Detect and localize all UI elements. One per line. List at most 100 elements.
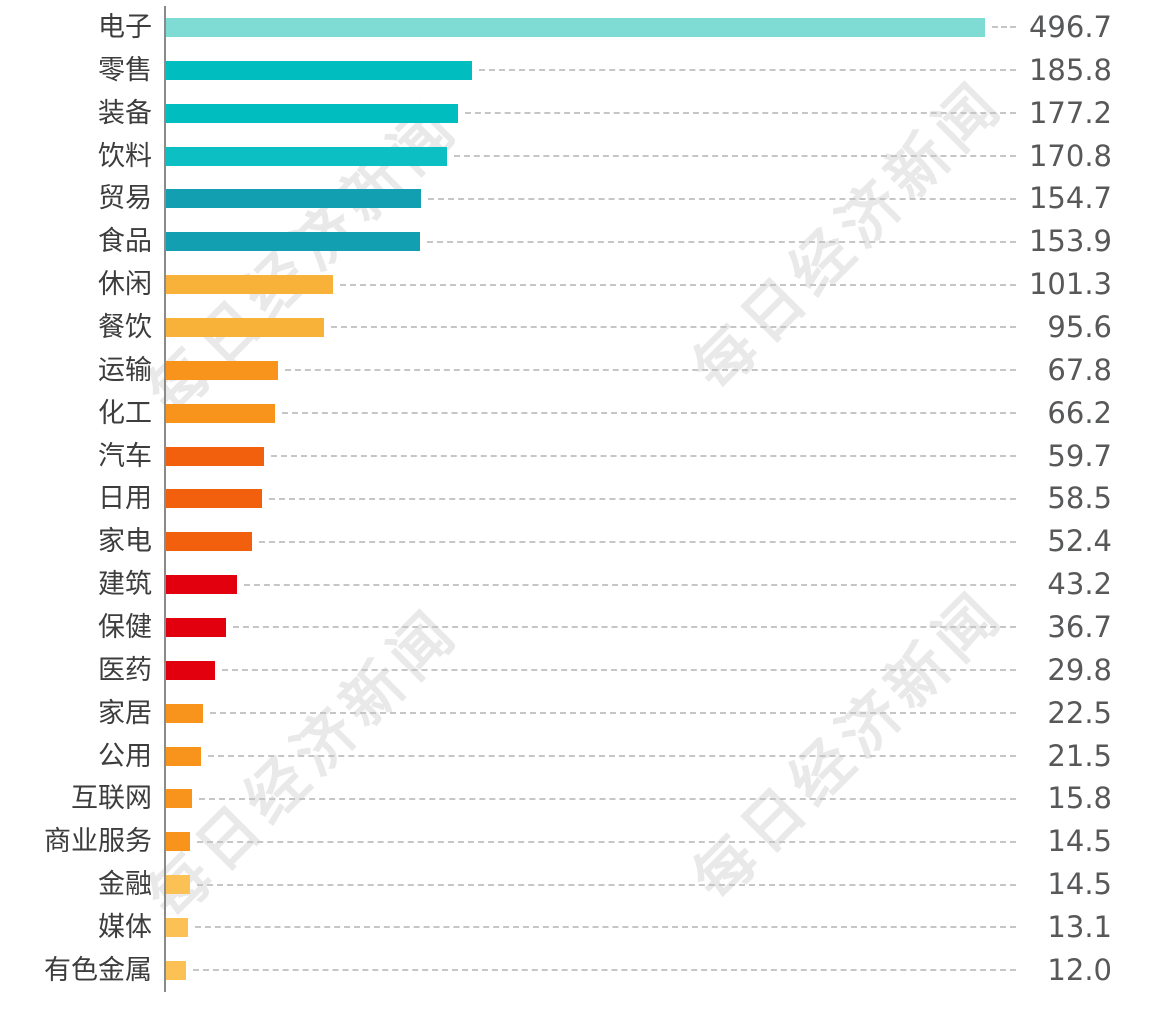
leader-line	[284, 369, 1016, 372]
chart-row: 家居 22.5	[0, 691, 1166, 735]
value-label: 185.8	[1028, 52, 1112, 87]
leader-line	[269, 497, 1016, 500]
leader-line	[991, 26, 1016, 29]
chart-row: 装备 177.2	[0, 91, 1166, 135]
category-label: 贸易	[98, 183, 152, 215]
leader-line	[222, 669, 1016, 672]
value-label: 170.8	[1028, 138, 1112, 173]
leader-line	[465, 112, 1016, 115]
bar	[166, 232, 420, 252]
leader-line	[271, 455, 1016, 458]
bar-track	[164, 306, 1016, 349]
bar-track	[164, 948, 1016, 992]
bar-track	[164, 177, 1016, 221]
bar-track	[164, 391, 1016, 435]
bar-track	[164, 906, 1016, 949]
chart-row: 媒体 13.1	[0, 906, 1166, 949]
leader-line	[427, 197, 1016, 200]
chart-row: 家电 52.4	[0, 520, 1166, 564]
value-label: 43.2	[1047, 567, 1112, 602]
chart-row: 商业服务 14.5	[0, 820, 1166, 864]
leader-line	[330, 326, 1016, 329]
value-label: 59.7	[1047, 438, 1112, 473]
chart-row: 医药 29.8	[0, 648, 1166, 692]
leader-line	[282, 412, 1016, 415]
bar	[166, 617, 227, 637]
leader-line	[454, 155, 1016, 157]
bar	[166, 746, 202, 766]
leader-line	[196, 840, 1016, 843]
value-label: 154.7	[1028, 181, 1112, 216]
chart-row: 贸易 154.7	[0, 177, 1166, 221]
chart-row: 休闲 101.3	[0, 263, 1166, 307]
value-label: 21.5	[1047, 738, 1112, 773]
bar	[166, 275, 333, 295]
bar	[166, 403, 276, 423]
bar	[166, 960, 186, 980]
chart-row: 零售 185.8	[0, 48, 1166, 92]
bar	[166, 703, 204, 723]
bar-track	[164, 91, 1016, 135]
bar-track	[164, 520, 1016, 564]
value-label: 67.8	[1047, 352, 1112, 387]
category-label: 饮料	[98, 140, 152, 172]
chart-row: 公用 21.5	[0, 734, 1166, 778]
value-label: 36.7	[1047, 609, 1112, 644]
bar-track	[164, 434, 1016, 478]
leader-line	[210, 712, 1016, 715]
value-label: 52.4	[1047, 524, 1112, 559]
value-label: 22.5	[1047, 695, 1112, 730]
chart-row: 电子 496.7	[0, 6, 1166, 49]
category-label: 日用	[98, 483, 152, 515]
category-label: 零售	[98, 54, 152, 86]
category-label: 公用	[98, 740, 152, 772]
bar	[166, 489, 263, 509]
bar-track	[164, 648, 1016, 692]
bar-track	[164, 734, 1016, 778]
category-label: 商业服务	[44, 826, 152, 858]
leader-line	[479, 69, 1016, 72]
bar	[166, 317, 324, 337]
bar	[166, 446, 265, 466]
category-label: 化工	[98, 397, 152, 429]
leader-line	[233, 626, 1016, 629]
category-label: 金融	[98, 869, 152, 901]
chart-row: 互联网 15.8	[0, 777, 1166, 821]
category-label: 有色金属	[44, 954, 152, 986]
bar	[166, 189, 421, 209]
value-label: 14.5	[1047, 824, 1112, 859]
bar-track	[164, 263, 1016, 307]
bar-track	[164, 6, 1016, 49]
value-label: 496.7	[1028, 9, 1112, 44]
bar-track	[164, 820, 1016, 864]
leader-line	[339, 283, 1016, 286]
chart-row: 汽车 59.7	[0, 434, 1166, 478]
bar-track	[164, 348, 1016, 392]
bar	[166, 575, 238, 595]
category-label: 媒体	[98, 911, 152, 943]
chart-row: 餐饮 95.6	[0, 306, 1166, 349]
leader-line	[192, 969, 1016, 972]
category-label: 装备	[98, 97, 152, 129]
bar	[166, 360, 278, 380]
category-label: 医药	[98, 654, 152, 686]
bar	[166, 917, 188, 937]
leader-line	[244, 583, 1016, 586]
chart-row: 饮料 170.8	[0, 134, 1166, 178]
bar	[166, 17, 985, 37]
leader-line	[194, 926, 1016, 929]
bar	[166, 146, 448, 166]
category-label: 家电	[98, 526, 152, 558]
value-label: 153.9	[1028, 224, 1112, 259]
category-label: 汽车	[98, 440, 152, 472]
value-label: 101.3	[1028, 267, 1112, 302]
bar-track	[164, 477, 1016, 521]
chart-row: 日用 58.5	[0, 477, 1166, 521]
category-label: 食品	[98, 226, 152, 258]
category-label: 建筑	[98, 569, 152, 601]
chart-row: 建筑 43.2	[0, 563, 1166, 607]
bar	[166, 60, 473, 80]
value-label: 29.8	[1047, 652, 1112, 687]
value-label: 95.6	[1047, 309, 1112, 344]
